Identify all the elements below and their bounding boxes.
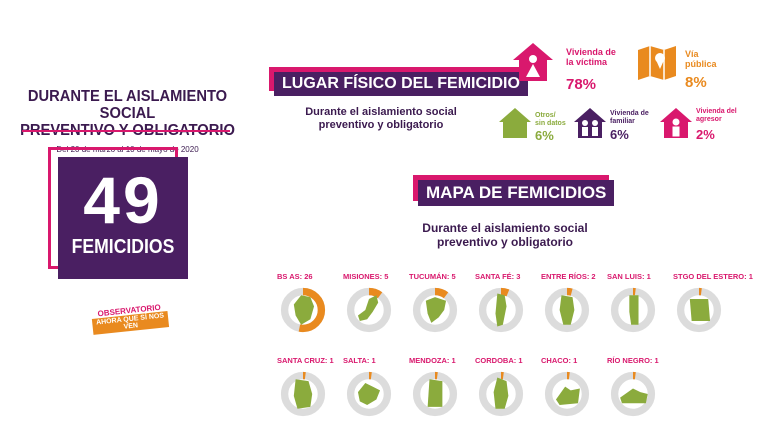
total-femicides-label: FEMICIDIOS <box>71 236 175 258</box>
category-victim-home-label-line2: la víctima <box>566 57 608 67</box>
house-family-icon <box>574 108 606 138</box>
province-shape-san-luis <box>629 295 639 325</box>
main-title-block: DURANTE EL AISLAMIENTO SOCIAL PREVENTIVO… <box>10 88 245 154</box>
mapa-subtitle: Durante el aislamiento social preventivo… <box>405 221 605 249</box>
category-other-label-line1: Otros/ <box>535 112 556 119</box>
province-label-rio-negro: RÍO NEGRO: 1 <box>607 356 659 365</box>
province-label-bs-as: BS AS: 26 <box>277 272 313 281</box>
map-icon <box>638 46 676 80</box>
house-woman-icon <box>513 43 553 81</box>
province-donut-bs-as <box>280 287 326 333</box>
donut-arc-bs-as <box>280 287 326 333</box>
province-label-santa-fe: SANTA FÉ: 3 <box>475 272 521 281</box>
donut-arc-san-luis <box>610 287 656 333</box>
province-donut-entre-rios <box>544 287 590 333</box>
province-label-san-luis: SAN LUIS: 1 <box>607 272 651 281</box>
category-aggressor-home-label-line1: Vivienda del <box>696 108 737 115</box>
lugar-subtitle-line2: preventivo y obligatorio <box>318 119 444 131</box>
lugar-subtitle: Durante el aislamiento social preventivo… <box>296 106 466 132</box>
donut-arc-misiones <box>346 287 392 333</box>
category-aggressor-home-value: 2% <box>696 127 715 142</box>
province-shape-chaco <box>555 386 580 406</box>
donut-arc-entre-rios <box>544 287 590 333</box>
province-donut-mendoza <box>412 371 458 417</box>
donut-arc-rio-negro <box>610 371 656 417</box>
category-family-home-value: 6% <box>610 127 629 142</box>
category-family-home-label-line1: Vivienda de <box>610 110 649 117</box>
donut-arc-chaco <box>544 371 590 417</box>
province-donut-misiones <box>346 287 392 333</box>
title-divider <box>22 130 230 132</box>
province-donut-salta <box>346 371 392 417</box>
donut-arc-stgo-del-estero <box>676 287 722 333</box>
donut-arc-salta <box>346 371 392 417</box>
province-donut-san-luis <box>610 287 656 333</box>
category-other-value: 6% <box>535 128 554 143</box>
province-label-santa-cruz: SANTA CRUZ: 1 <box>277 356 334 365</box>
province-label-misiones: MISIONES: 5 <box>343 272 389 281</box>
province-donut-santa-cruz <box>280 371 326 417</box>
province-shape-tucuman <box>425 297 447 323</box>
province-label-mendoza: MENDOZA: 1 <box>409 356 456 365</box>
province-donut-rio-negro <box>610 371 656 417</box>
lugar-section-header: LUGAR FÍSICO DEL FEMICIDIO <box>274 72 528 96</box>
donut-arc-mendoza <box>412 371 458 417</box>
donut-arc-santa-cruz <box>280 371 326 417</box>
province-label-stgo-del-estero: STGO DEL ESTERO: 1 <box>673 272 753 281</box>
total-femicides-number: 49 <box>83 163 163 237</box>
category-other-label: Otros/ sin datos <box>535 112 566 128</box>
province-label-salta: SALTA: 1 <box>343 356 376 365</box>
province-donut-santa-fe <box>478 287 524 333</box>
category-victim-home-value: 78% <box>566 76 597 93</box>
province-shape-cordoba <box>493 377 509 409</box>
observatorio-logo: OBSERVATORIO AHORA QUE SÍ NOS VEN <box>91 302 170 335</box>
mapa-subtitle-line1: Durante el aislamiento social <box>422 221 588 235</box>
category-public-road-label: Vía pública <box>685 49 717 69</box>
category-family-home-label-line2: familiar <box>610 118 635 125</box>
category-public-road-label-line1: Vía <box>685 49 699 59</box>
province-label-cordoba: CORDOBA: 1 <box>475 356 523 365</box>
province-shape-stgo-del-estero <box>689 298 711 322</box>
mapa-subtitle-line2: preventivo y obligatorio <box>436 235 574 249</box>
province-shape-misiones <box>357 295 379 322</box>
lugar-subtitle-line1: Durante el aislamiento social <box>305 106 457 118</box>
category-family-home-label: Vivienda de familiar <box>610 110 649 126</box>
total-box <box>58 157 188 279</box>
category-other-label-line2: sin datos <box>535 120 566 127</box>
province-shape-rio-negro <box>620 388 648 404</box>
province-shape-mendoza <box>427 379 443 407</box>
province-label-chaco: CHACO: 1 <box>541 356 578 365</box>
donut-arc-tucuman <box>412 287 458 333</box>
category-victim-home-label: Vivienda de la víctima <box>566 47 616 67</box>
province-shape-santa-fe <box>495 293 507 327</box>
main-title-line1: DURANTE EL AISLAMIENTO SOCIAL <box>27 88 228 122</box>
house-man-icon <box>660 108 692 138</box>
province-shape-bs-as <box>293 295 315 325</box>
house-icon <box>499 108 531 138</box>
category-public-road-value: 8% <box>685 74 707 91</box>
category-aggressor-home-label: Vivienda del agresor <box>696 108 737 124</box>
mapa-section-header: MAPA DE FEMICIDIOS <box>418 180 615 206</box>
province-shape-entre-rios <box>559 295 575 325</box>
province-donut-cordoba <box>478 371 524 417</box>
province-shape-salta <box>357 382 381 406</box>
province-label-tucuman: TUCUMÁN: 5 <box>409 272 456 281</box>
category-victim-home-label-line1: Vivienda de <box>566 47 616 57</box>
province-shape-santa-cruz <box>293 379 313 409</box>
province-label-entre-rios: ENTRE RÍOS: 2 <box>541 272 596 281</box>
donut-arc-cordoba <box>478 371 524 417</box>
category-aggressor-home-label-line2: agresor <box>696 116 722 123</box>
category-public-road-label-line2: pública <box>685 59 717 69</box>
province-donut-stgo-del-estero <box>676 287 722 333</box>
donut-arc-santa-fe <box>478 287 524 333</box>
province-donut-chaco <box>544 371 590 417</box>
province-donut-tucuman <box>412 287 458 333</box>
